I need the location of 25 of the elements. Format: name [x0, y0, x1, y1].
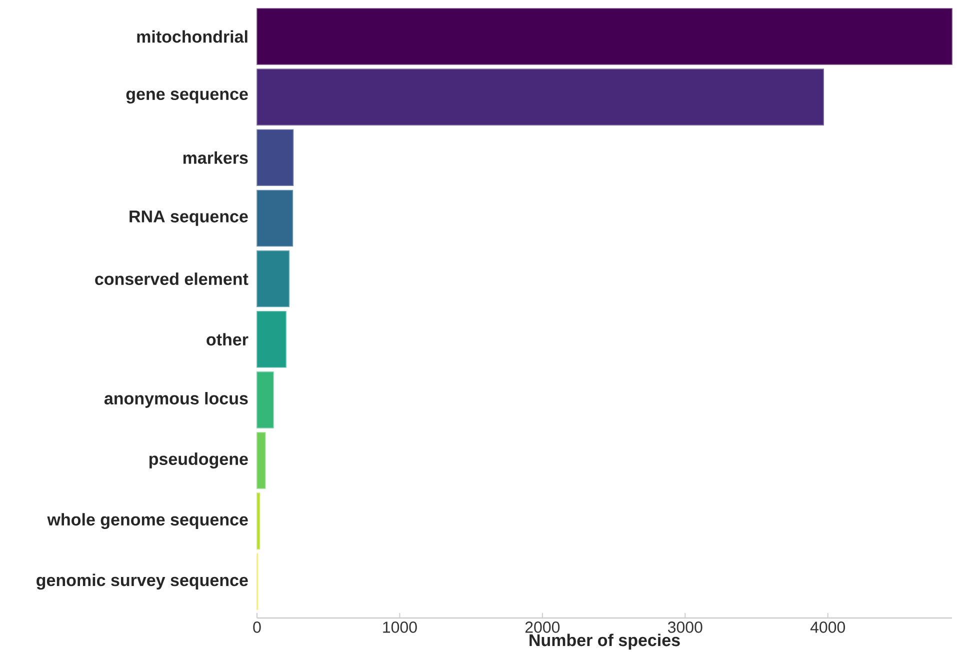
bar: [256, 68, 824, 126]
y-tick-label: pseudogene: [149, 452, 248, 468]
y-tick-label: markers: [183, 151, 248, 164]
x-tick-label: 1000: [383, 622, 417, 633]
x-tick-label: 0: [253, 622, 261, 633]
y-tick-label: mitochondrial: [137, 30, 248, 43]
y-tick-label: genomic survey sequence: [36, 574, 248, 590]
bar: [256, 310, 286, 368]
y-tick-label: RNA sequence: [130, 210, 248, 226]
bar: [256, 492, 260, 550]
y-tick-label: other: [206, 333, 248, 346]
bar: [256, 432, 266, 489]
y-tick-label: gene sequence: [126, 90, 248, 104]
y-tick-label: conserved element: [95, 272, 248, 286]
x-tick-label: 2000: [525, 622, 560, 633]
x-axis-title: Number of species: [530, 634, 680, 650]
y-tick-label: whole genome sequence: [47, 513, 248, 530]
bar: [256, 8, 952, 65]
x-tick-label: 3000: [668, 622, 702, 633]
bar: [256, 129, 294, 186]
x-tick-label: 4000: [810, 622, 846, 633]
bar: [256, 190, 294, 247]
bar: [256, 250, 290, 308]
y-tick-label: anonymous locus: [104, 392, 248, 408]
bar: [256, 372, 274, 428]
